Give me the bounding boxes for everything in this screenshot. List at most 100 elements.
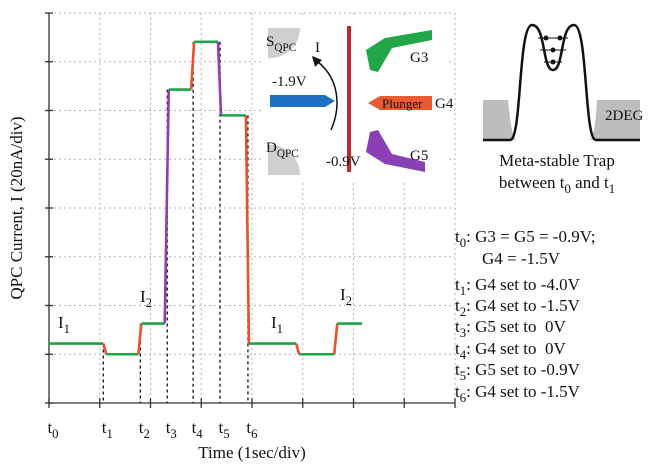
trace: [163, 89, 171, 324]
text-part: I: [340, 285, 346, 304]
electron: [543, 35, 549, 41]
text-part: t: [139, 418, 144, 437]
text-part: 1: [277, 322, 283, 336]
text-part: 4: [460, 348, 467, 362]
label: G4: [435, 96, 454, 112]
text-part: 0: [52, 427, 58, 441]
trace: [332, 323, 339, 355]
g5-gate: [366, 130, 425, 172]
text-part: QPC: [274, 42, 296, 54]
text-part: 3: [460, 326, 466, 340]
reservoir: [483, 100, 516, 140]
setting: t1: G4 set to -4.0V: [455, 275, 581, 298]
text-part: t: [455, 382, 460, 401]
x-tick-label: t3: [166, 418, 177, 441]
g3-gate: [366, 30, 432, 72]
x-tick-label: t2: [139, 418, 150, 441]
text-part: 0: [565, 182, 571, 196]
trace: [137, 323, 143, 355]
text-part: 6: [460, 391, 466, 405]
electron: [550, 59, 556, 65]
text-part: G4 = -1.5V: [482, 249, 561, 268]
text-part: D: [266, 140, 277, 156]
text-part: t: [455, 296, 460, 315]
caption: between t0 and t1: [499, 173, 615, 196]
label: I: [315, 40, 320, 56]
setting: t2: G4 set to -1.5V: [455, 296, 581, 319]
arrow-head: [312, 56, 322, 67]
text-part: 2: [346, 294, 352, 308]
trace: [244, 115, 251, 344]
text-part: 5: [460, 369, 466, 383]
y-axis-label: QPC Current, I (20nA/div): [7, 116, 26, 299]
text-part: and t: [571, 173, 609, 192]
text-part: t: [455, 275, 460, 294]
text-part: 0: [460, 236, 466, 250]
text-part: : G4 set to -4.0V: [466, 275, 581, 294]
settings-list: t0: G3 = G5 = -0.9V; G4 = -1.5V t1: G4 s…: [455, 227, 595, 405]
text-part: 1: [609, 182, 615, 196]
x-tick-label: t5: [218, 418, 229, 441]
annotation: I1: [58, 313, 70, 336]
text-part: between t: [499, 173, 565, 192]
setting: t5: G5 set to -0.9V: [455, 360, 581, 383]
text-part: I: [58, 313, 64, 332]
x-axis-label: Time (1sec/div): [198, 443, 306, 462]
text-part: I: [140, 287, 146, 306]
annotation: I2: [140, 287, 152, 310]
text-part: 1: [64, 322, 70, 336]
trace: [189, 41, 196, 90]
label: -1.9V: [272, 74, 307, 90]
setting: t3: G5 set to 0V: [455, 317, 566, 340]
text-part: : G5 set to -0.9V: [466, 360, 581, 379]
text-part: : G4 set to -1.5V: [466, 382, 581, 401]
text-part: QPC: [277, 148, 299, 160]
text-part: 6: [251, 427, 257, 441]
text-part: t: [102, 418, 107, 437]
label: Plunger: [382, 96, 423, 111]
device-inset: SQPC I -1.9V DQPC -0.9V G3 Plunger G4 G5: [262, 18, 454, 180]
text-part: I: [271, 313, 277, 332]
x-tick-label: t0: [47, 418, 58, 441]
trap-diagram: 2DEG Meta-stable Trap between t0 and t1: [483, 23, 643, 196]
text-part: t: [455, 227, 460, 246]
text-part: t: [455, 339, 460, 358]
potential: [483, 23, 640, 142]
x-tick-label: t1: [102, 418, 113, 441]
electron: [557, 35, 563, 41]
text-part: S: [266, 34, 274, 50]
text-part: t: [192, 418, 197, 437]
setting: t6: G4 set to -1.5V: [455, 382, 581, 405]
text-part: 2: [146, 296, 152, 310]
text-part: : G5 set to 0V: [466, 317, 566, 336]
label: G5: [410, 148, 428, 164]
text-part: t: [166, 418, 171, 437]
text-part: Time (1sec/div): [198, 443, 306, 462]
source-region: [268, 28, 301, 59]
text-part: t: [455, 360, 460, 379]
text-part: 3: [170, 427, 176, 441]
text-part: 5: [223, 427, 229, 441]
trace: [216, 41, 223, 116]
x-tick-label: t6: [246, 418, 257, 441]
text-part: : G4 set to 0V: [466, 339, 566, 358]
label: G3: [410, 50, 428, 66]
text-part: 4: [196, 427, 203, 441]
x-tick-label: t4: [192, 418, 204, 441]
label: DQPC: [266, 140, 299, 160]
text-part: 2: [460, 305, 466, 319]
text-part: t: [218, 418, 223, 437]
text-part: t: [246, 418, 251, 437]
text-part: 1: [460, 284, 466, 298]
current-arrow: [317, 61, 338, 131]
drain-region: [268, 144, 301, 175]
annotation: I1: [271, 313, 283, 336]
text-part: : G4 set to -1.5V: [466, 296, 581, 315]
source-lead: [270, 95, 335, 107]
trace: [294, 343, 301, 355]
caption: Meta-stable Trap: [499, 151, 615, 170]
setting: t0: G3 = G5 = -0.9V;: [455, 227, 595, 250]
trace: [102, 343, 108, 355]
setting: G4 = -1.5V: [482, 249, 561, 268]
